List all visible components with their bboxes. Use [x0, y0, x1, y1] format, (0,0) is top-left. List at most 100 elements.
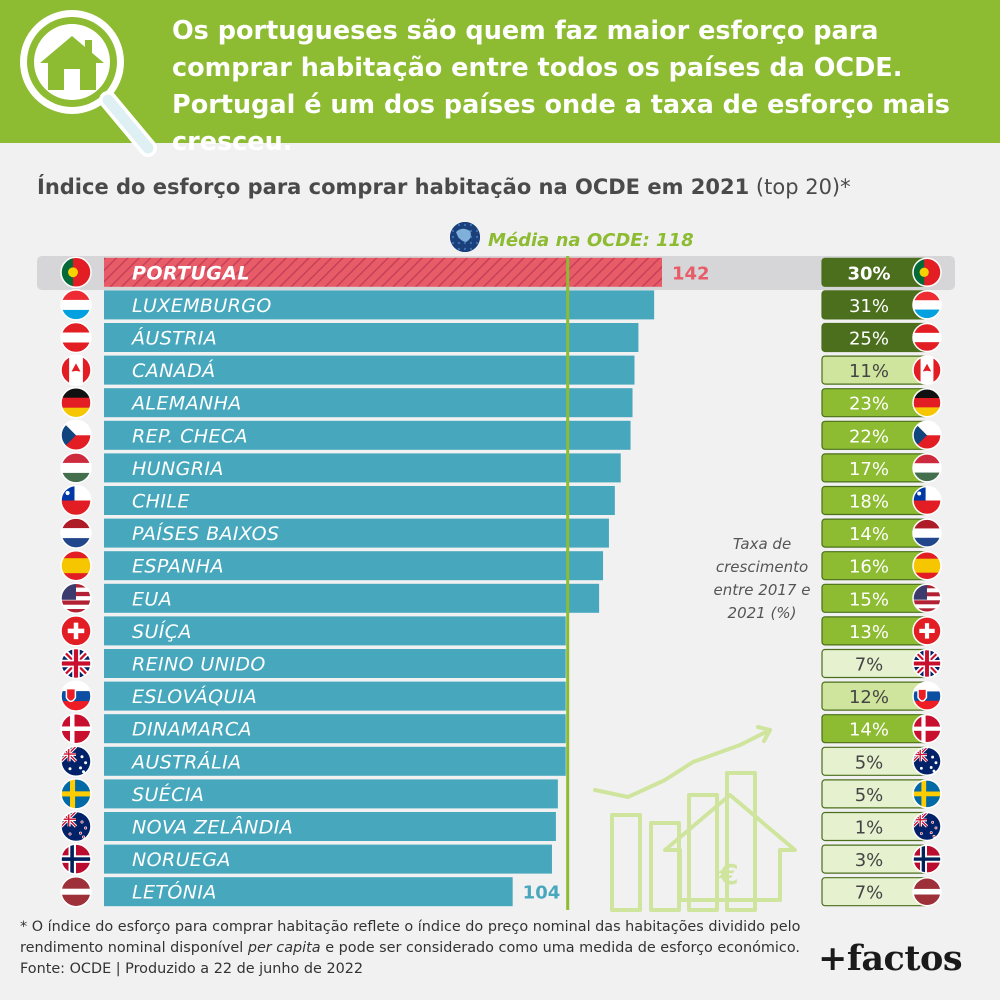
- header-banner: [0, 0, 1000, 143]
- canada-flag-icon-left: [60, 354, 92, 386]
- footnote-italic: per capita: [247, 940, 321, 956]
- chart-title: Índice do esforço para comprar habitação…: [37, 175, 977, 199]
- canada-flag-icon-right: [912, 355, 942, 385]
- growth-value: 7%: [855, 883, 884, 904]
- denmark-flag-icon-left: [60, 712, 92, 745]
- country-label: ESPANHA: [132, 556, 224, 578]
- globe-icon-continent: [456, 228, 471, 242]
- slovakia-flag-icon-right: [912, 681, 942, 711]
- country-label: AUSTRÁLIA: [130, 750, 242, 773]
- country-label: REP. CHECA: [132, 425, 248, 447]
- country-label: CANADÁ: [132, 359, 216, 382]
- country-label: DINAMARCA: [132, 719, 252, 741]
- bar: [104, 388, 633, 418]
- value-label: 104: [523, 883, 561, 904]
- growth-value: 12%: [849, 687, 889, 708]
- growth-value: 23%: [849, 394, 889, 415]
- country-label: LETÓNIA: [132, 880, 217, 904]
- portugal-flag-icon-right: [912, 257, 942, 288]
- brand-logo: +factos: [818, 938, 963, 979]
- bar: [104, 812, 556, 841]
- denmark-flag-icon-right: [912, 713, 942, 744]
- headline: Os portugueses são quem faz maior esforç…: [172, 16, 950, 157]
- bar: [104, 518, 609, 548]
- latvia-flag-icon-right: [912, 876, 942, 907]
- austria-flag-icon-left: [60, 321, 92, 354]
- magnifier-house-icon: [20, 10, 157, 157]
- growth-value: 5%: [855, 785, 884, 806]
- country-label: CHILE: [132, 491, 190, 513]
- country-label: ÁUSTRIA: [130, 327, 217, 350]
- hungary-flag-icon-right: [912, 453, 942, 483]
- luxembourg-flag-icon-right: [912, 290, 942, 320]
- bar: [104, 877, 513, 907]
- footnote-text-1: * O índice do esforço para comprar habit…: [20, 919, 801, 956]
- footnote-text-2: e pode ser considerado como uma medida d…: [20, 940, 800, 977]
- australia-flag-icon-left: [60, 745, 92, 778]
- switzerland-flag-icon-left: [60, 615, 92, 647]
- growth-value: 3%: [855, 850, 884, 871]
- growth-value: 17%: [849, 459, 889, 480]
- growth-value: 18%: [849, 492, 889, 513]
- slovakia-flag-icon-left: [60, 680, 92, 712]
- sweden-flag-icon-left: [60, 778, 92, 810]
- luxembourg-flag-icon-left: [60, 289, 92, 321]
- country-label: REINO UNIDO: [132, 654, 266, 676]
- spain-flag-icon-left: [60, 549, 92, 582]
- australia-flag-icon-right: [912, 746, 942, 777]
- average-label: Média na OCDE: 118: [488, 230, 694, 251]
- footnote: * O índice do esforço para comprar habit…: [20, 917, 810, 980]
- bar: [104, 290, 655, 320]
- growth-value: 14%: [849, 524, 889, 545]
- bar: [104, 355, 635, 385]
- bar: [104, 323, 639, 352]
- country-label: HUNGRIA: [132, 458, 224, 480]
- growth-value: 25%: [849, 329, 889, 350]
- growth-value: 7%: [855, 655, 884, 676]
- growth-value: 16%: [849, 557, 889, 578]
- new-zealand-flag-icon-left: [60, 810, 92, 843]
- chile-flag-icon-left: [60, 484, 92, 517]
- average-marker: Média na OCDE: 118: [450, 222, 694, 910]
- uk-flag-icon-right: [912, 648, 942, 679]
- country-label: EUA: [132, 588, 172, 610]
- usa-flag-icon-right: [912, 583, 942, 614]
- growth-chart-house-icon: €: [593, 725, 797, 912]
- growth-column-label: Taxa de crescimento entre 2017 e 2021 (%…: [713, 535, 811, 622]
- czechia-flag-icon-right: [912, 420, 942, 451]
- growth-value: 11%: [849, 361, 889, 382]
- norway-flag-icon-left: [60, 843, 92, 875]
- new-zealand-flag-icon-right: [912, 811, 942, 842]
- latvia-flag-icon-left: [60, 875, 92, 908]
- bar: [104, 453, 621, 483]
- czechia-flag-icon-left: [60, 419, 92, 452]
- hungary-flag-icon-left: [60, 452, 92, 484]
- country-label: PAÍSES BAIXOS: [132, 522, 279, 545]
- bar: [104, 746, 566, 776]
- usa-flag-icon-left: [60, 582, 92, 615]
- growth-value: 15%: [849, 589, 889, 610]
- spain-flag-icon-right: [912, 550, 942, 581]
- country-label: ESLOVÁQUIA: [132, 685, 257, 708]
- chart-title-suffix: (top 20)*: [755, 175, 851, 199]
- bar: [104, 616, 566, 646]
- germany-flag-icon-left: [60, 386, 92, 419]
- growth-value: 22%: [849, 426, 889, 447]
- chile-flag-icon-right: [912, 485, 942, 516]
- growth-value: 31%: [849, 296, 889, 317]
- svg-text:€: €: [718, 858, 738, 891]
- uk-flag-icon-left: [60, 647, 92, 680]
- growth-value: 5%: [855, 752, 884, 773]
- sweden-flag-icon-right: [912, 779, 942, 809]
- bar: [104, 486, 615, 515]
- growth-value: 1%: [855, 818, 884, 839]
- bar: [104, 714, 566, 744]
- country-label: PORTUGAL: [132, 262, 250, 284]
- bar: [104, 844, 552, 874]
- germany-flag-icon-right: [912, 387, 942, 418]
- country-label: LUXEMBURGO: [132, 295, 272, 317]
- country-label: SUÍÇA: [132, 620, 192, 643]
- country-label: ALEMANHA: [130, 393, 242, 415]
- value-label: 142: [672, 263, 710, 284]
- growth-value: 30%: [847, 263, 890, 284]
